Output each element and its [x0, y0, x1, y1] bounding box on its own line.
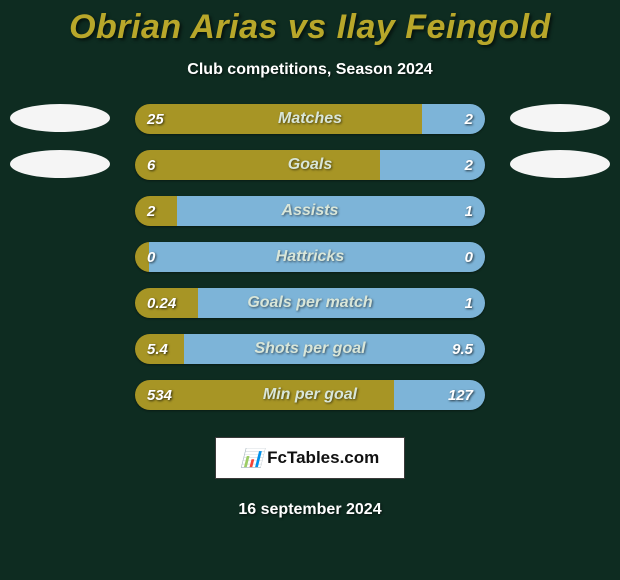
stat-value-left: 2: [135, 196, 167, 226]
stat-bar-right-seg: [149, 242, 485, 272]
stat-row: 62Goals: [0, 147, 620, 193]
stat-row: 534127Min per goal: [0, 377, 620, 423]
player-right-oval: [510, 150, 610, 178]
stat-value-left: 5.4: [135, 334, 180, 364]
player-left-oval: [10, 104, 110, 132]
stat-bar: 0.241Goals per match: [135, 288, 485, 318]
page-title: Obrian Arias vs Ilay Feingold: [0, 8, 620, 47]
stat-value-right: 0: [453, 242, 485, 272]
stat-row: 5.49.5Shots per goal: [0, 331, 620, 377]
stat-value-right: 1: [453, 196, 485, 226]
stat-value-left: 0.24: [135, 288, 188, 318]
stat-row: 0.241Goals per match: [0, 285, 620, 331]
stat-bar-right-seg: [177, 196, 485, 226]
stat-bar: 21Assists: [135, 196, 485, 226]
stat-bar-right-seg: [198, 288, 485, 318]
subtitle: Club competitions, Season 2024: [0, 61, 620, 79]
stat-bar: 252Matches: [135, 104, 485, 134]
stat-value-right: 9.5: [440, 334, 485, 364]
stat-row: 00Hattricks: [0, 239, 620, 285]
brand-badge: 📊 FcTables.com: [215, 437, 405, 479]
stat-value-left: 6: [135, 150, 167, 180]
stat-value-right: 2: [453, 104, 485, 134]
stat-row: 252Matches: [0, 101, 620, 147]
stat-bar: 62Goals: [135, 150, 485, 180]
stat-bar: 5.49.5Shots per goal: [135, 334, 485, 364]
stat-value-right: 2: [453, 150, 485, 180]
comparison-infographic: Obrian Arias vs Ilay Feingold Club compe…: [0, 0, 620, 580]
stat-value-left: 534: [135, 380, 184, 410]
stat-value-right: 1: [453, 288, 485, 318]
stat-value-left: 25: [135, 104, 176, 134]
stat-value-right: 127: [436, 380, 485, 410]
stat-row: 21Assists: [0, 193, 620, 239]
player-right-oval: [510, 104, 610, 132]
player-left-oval: [10, 150, 110, 178]
stat-rows: 252Matches62Goals21Assists00Hattricks0.2…: [0, 101, 620, 423]
date-label: 16 september 2024: [0, 501, 620, 519]
brand-text: FcTables.com: [267, 448, 379, 468]
brand-icon: 📊: [241, 448, 261, 469]
stat-bar-left-seg: [135, 104, 422, 134]
stat-bar: 00Hattricks: [135, 242, 485, 272]
stat-value-left: 0: [135, 242, 167, 272]
stat-bar: 534127Min per goal: [135, 380, 485, 410]
stat-bar-left-seg: [135, 150, 380, 180]
